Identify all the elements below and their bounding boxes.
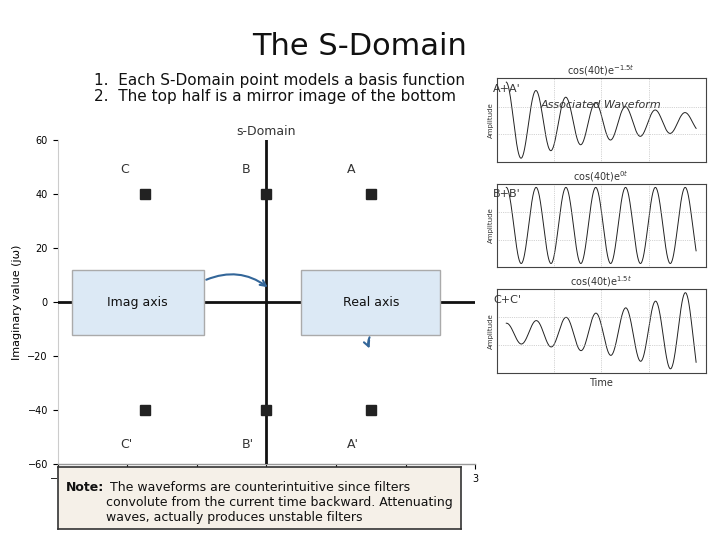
Text: The S-Domain: The S-Domain	[253, 32, 467, 62]
Title: s-Domain: s-Domain	[237, 125, 296, 138]
Title: cos(40t)e$^{-1.5t}$: cos(40t)e$^{-1.5t}$	[567, 64, 635, 78]
Title: cos(40t)e$^{1.5t}$: cos(40t)e$^{1.5t}$	[570, 274, 632, 289]
Text: 1.  Each S-Domain point models a basis function: 1. Each S-Domain point models a basis fu…	[94, 73, 464, 88]
FancyBboxPatch shape	[301, 270, 441, 335]
Text: B': B'	[242, 438, 254, 451]
Text: Real axis: Real axis	[343, 296, 399, 309]
Title: cos(40t)e$^{0t}$: cos(40t)e$^{0t}$	[573, 169, 629, 184]
Text: Imag axis: Imag axis	[107, 296, 168, 309]
Text: 2.  The top half is a mirror image of the bottom: 2. The top half is a mirror image of the…	[94, 89, 456, 104]
Text: C+C': C+C'	[493, 295, 521, 305]
FancyBboxPatch shape	[71, 270, 204, 335]
Text: A': A'	[346, 438, 359, 451]
Text: Note:: Note:	[66, 481, 104, 494]
X-axis label: Time: Time	[589, 378, 613, 388]
Text: C': C'	[120, 438, 132, 451]
X-axis label: Real value (σ): Real value (σ)	[228, 490, 305, 500]
Text: C: C	[120, 163, 129, 176]
Text: A+A': A+A'	[493, 84, 521, 94]
Text: A: A	[346, 163, 355, 176]
Text: The waveforms are counterintuitive since filters
convolute from the current time: The waveforms are counterintuitive since…	[106, 481, 453, 524]
Text: B+B': B+B'	[493, 190, 521, 199]
Y-axis label: Imaginary value (jω): Imaginary value (jω)	[12, 245, 22, 360]
Y-axis label: Amplitude: Amplitude	[488, 102, 494, 138]
Y-axis label: Amplitude: Amplitude	[488, 313, 494, 349]
Text: B: B	[242, 163, 251, 176]
Y-axis label: Amplitude: Amplitude	[488, 207, 494, 244]
Text: Associated Waveform: Associated Waveform	[541, 100, 662, 110]
